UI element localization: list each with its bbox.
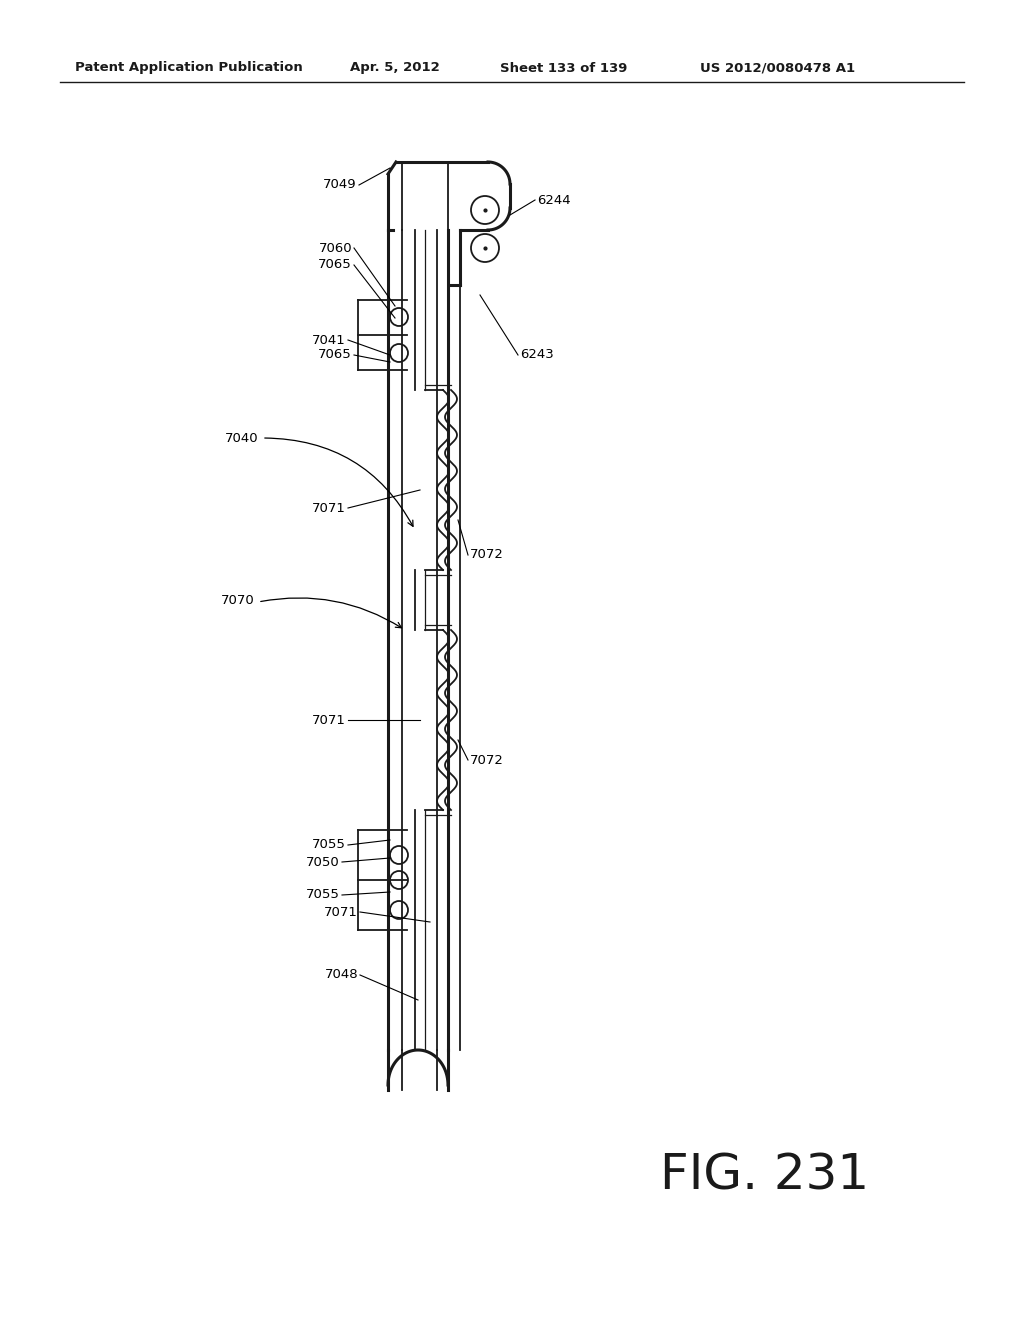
Text: 6244: 6244 [537,194,570,206]
Text: 7065: 7065 [318,348,352,362]
Text: 7071: 7071 [312,714,346,726]
Text: 7070: 7070 [221,594,255,606]
Text: US 2012/0080478 A1: US 2012/0080478 A1 [700,62,855,74]
Text: Patent Application Publication: Patent Application Publication [75,62,303,74]
Text: 7071: 7071 [325,906,358,919]
Text: 6243: 6243 [520,348,554,362]
Text: Apr. 5, 2012: Apr. 5, 2012 [350,62,439,74]
Text: 7065: 7065 [318,259,352,272]
Text: 7041: 7041 [312,334,346,346]
Text: 7072: 7072 [470,549,504,561]
Text: 7048: 7048 [325,969,358,982]
Text: 7055: 7055 [306,888,340,902]
Text: 7060: 7060 [318,242,352,255]
Text: Sheet 133 of 139: Sheet 133 of 139 [500,62,628,74]
Text: 7055: 7055 [312,838,346,851]
Text: FIG. 231: FIG. 231 [660,1151,869,1199]
Text: 7072: 7072 [470,754,504,767]
Text: 7040: 7040 [224,432,258,445]
Text: 7050: 7050 [306,855,340,869]
Text: 7071: 7071 [312,502,346,515]
Text: 7049: 7049 [324,178,357,191]
